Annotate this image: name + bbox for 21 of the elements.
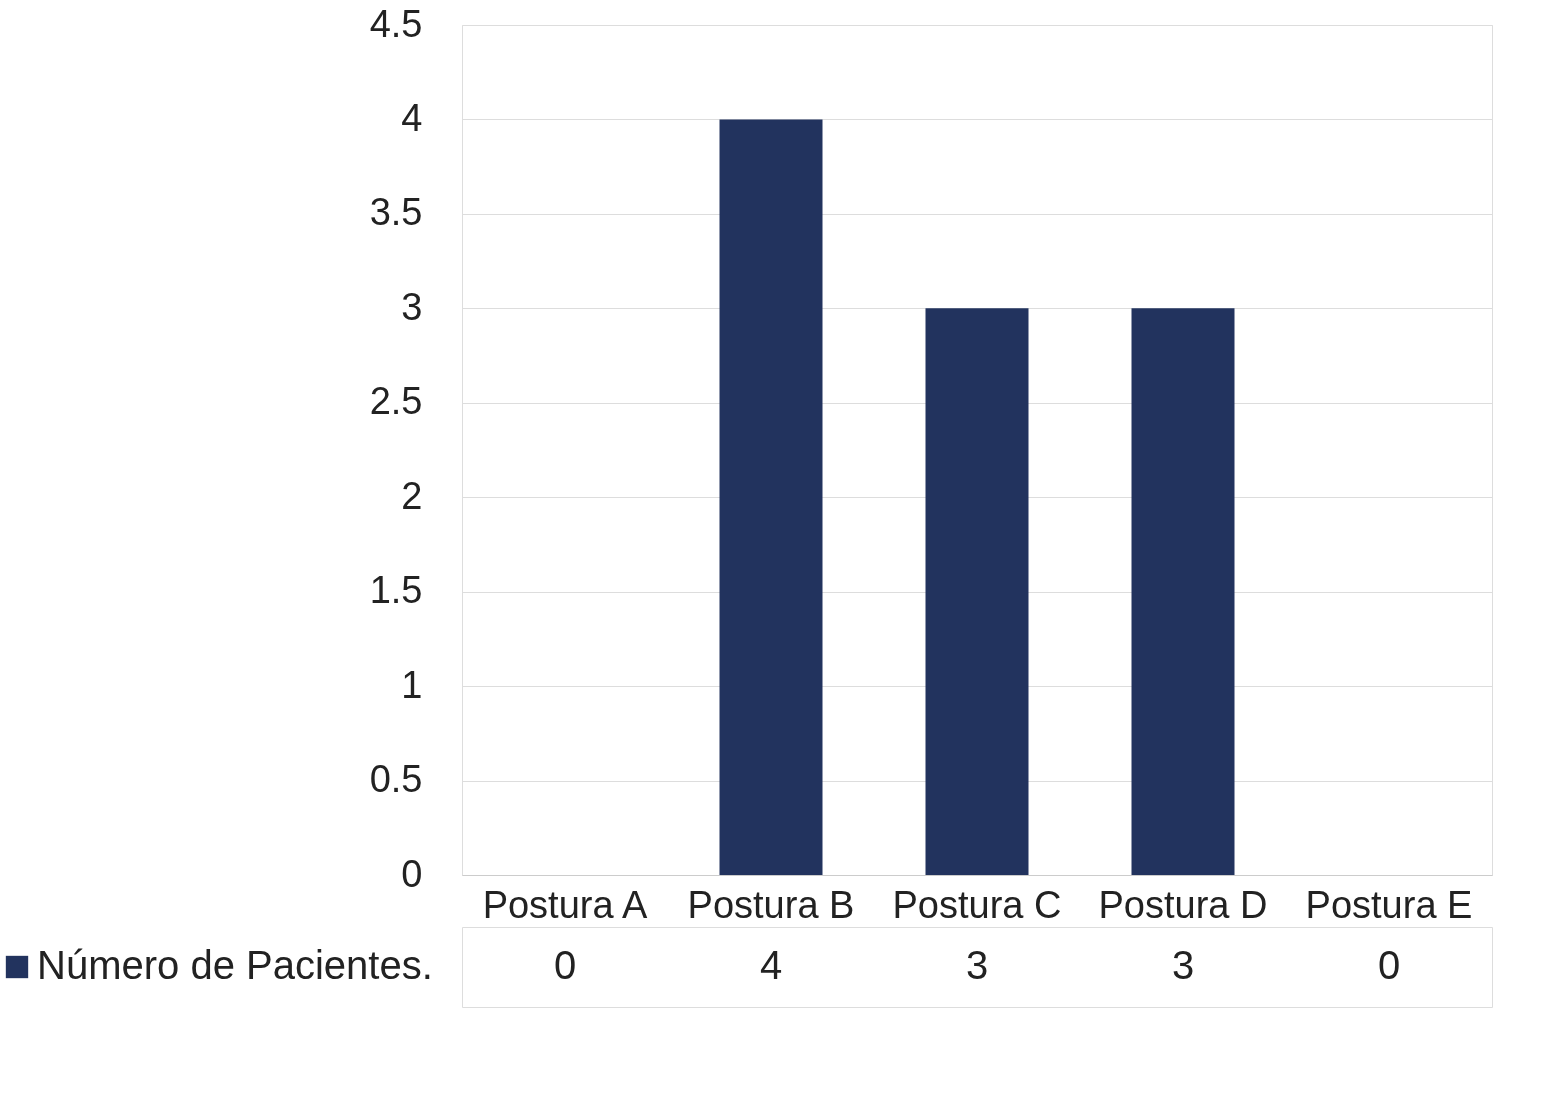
y-tick-label: 0 <box>401 852 423 895</box>
y-tick-label: 0.5 <box>369 758 423 801</box>
x-tick-label: Postura E <box>1305 883 1473 926</box>
x-tick-label: Postura D <box>1098 883 1268 926</box>
y-tick-label: 4.5 <box>369 2 423 45</box>
data-label: 3 <box>965 943 989 987</box>
x-tick-label: Postura B <box>687 883 855 926</box>
y-tick-label: 3.5 <box>369 191 423 234</box>
y-tick-label: 2 <box>401 474 423 517</box>
y-tick-label: 2.5 <box>369 380 423 423</box>
y-tick-label: 3 <box>401 285 423 328</box>
data-label: 0 <box>553 943 577 987</box>
data-label: 3 <box>1171 943 1195 987</box>
data-label: 4 <box>759 943 783 987</box>
x-tick-label: Postura A <box>482 883 649 926</box>
data-label: 0 <box>1377 943 1401 987</box>
y-tick-label: 1 <box>401 663 423 706</box>
legend-label: Número de Pacientes. <box>37 943 433 987</box>
y-tick-label: 1.5 <box>369 569 423 612</box>
x-tick-label: Postura C <box>892 883 1062 926</box>
y-tick-label: 4 <box>401 96 423 139</box>
